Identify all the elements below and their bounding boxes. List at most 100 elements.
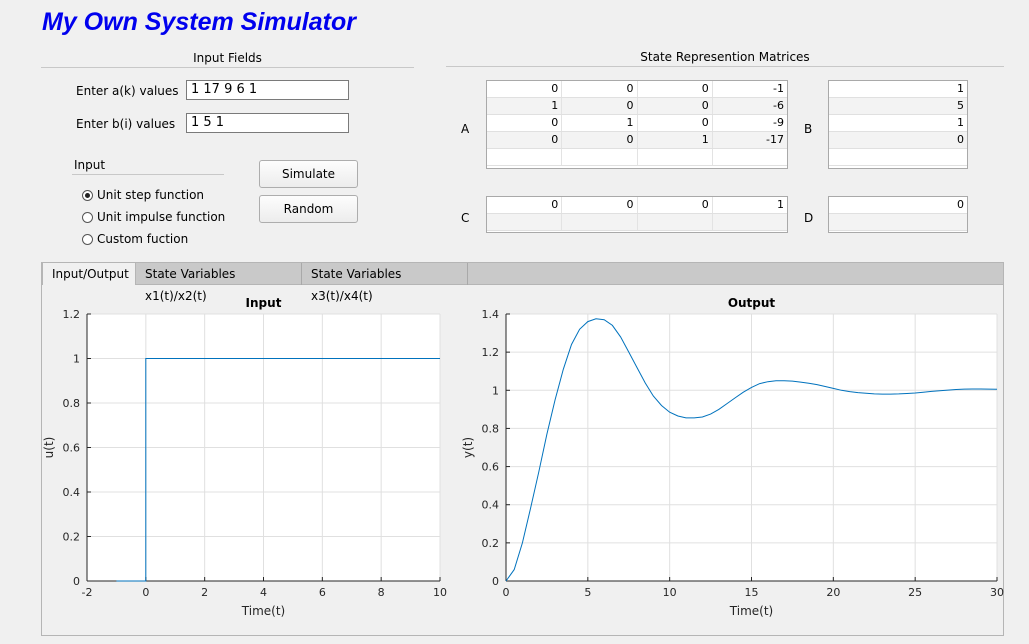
radio-unit-step[interactable]: Unit step function xyxy=(82,188,204,202)
matrix-cell[interactable]: 1 xyxy=(957,116,964,129)
series-line xyxy=(505,318,998,582)
y-tick-label: 0.6 xyxy=(63,442,81,455)
matrix-cell[interactable]: 0 xyxy=(638,197,713,213)
series-line xyxy=(116,358,440,582)
x-axis-label: Time(t) xyxy=(241,604,285,618)
b-values-label: Enter b(i) values xyxy=(76,117,176,131)
matrix-c-label: C xyxy=(461,211,470,225)
matrix-b-row: 5 xyxy=(829,98,967,115)
radio-custom-function[interactable]: Custom fuction xyxy=(82,232,188,246)
x-tick-label: 30 xyxy=(990,586,1004,599)
y-tick-label: 1.2 xyxy=(482,346,500,359)
radio-unit-impulse-label: Unit impulse function xyxy=(97,210,226,224)
y-axis-label: u(t) xyxy=(42,437,56,459)
matrix-a-row: 0 0 0 -1 xyxy=(487,81,787,98)
matrix-cell[interactable]: -1 xyxy=(773,82,784,95)
x-tick-label: 8 xyxy=(378,586,385,599)
matrix-cell[interactable]: 0 xyxy=(487,132,563,148)
matrix-b-row: 1 xyxy=(829,115,967,132)
y-tick-label: 1.4 xyxy=(482,308,500,321)
x-tick-label: 0 xyxy=(142,586,149,599)
tab-bar: Input/Output State Variables x1(t)/x2(t)… xyxy=(41,262,1004,303)
matrix-b-row: 1 xyxy=(829,81,967,98)
x-tick-label: 20 xyxy=(826,586,840,599)
x-axis-label: Time(t) xyxy=(729,604,773,618)
radio-unselected-icon xyxy=(82,211,93,223)
matrix-cell[interactable]: 0 xyxy=(562,98,638,114)
x-tick-label: 5 xyxy=(584,586,591,599)
input-fields-divider xyxy=(41,67,414,68)
matrices-divider xyxy=(446,66,1004,67)
random-button[interactable]: Random xyxy=(259,195,358,223)
matrix-cell[interactable] xyxy=(487,149,563,165)
tab-state-variables-x3-x4[interactable]: State Variables x3(t)/x4(t) xyxy=(302,263,468,303)
chart-title: Input xyxy=(246,296,282,310)
radio-custom-function-label: Custom fuction xyxy=(97,232,189,246)
tab-state-variables-x1-x2[interactable]: State Variables x1(t)/x2(t) xyxy=(136,263,302,303)
matrix-cell[interactable]: 5 xyxy=(957,99,964,112)
y-tick-label: 0 xyxy=(73,575,80,588)
matrix-cell[interactable]: 0 xyxy=(638,115,713,131)
matrix-a-row: 0 0 1 -17 xyxy=(487,132,787,149)
matrix-d-row: 0 xyxy=(829,197,967,214)
y-tick-label: 0.2 xyxy=(63,531,81,544)
matrix-cell[interactable]: 1 xyxy=(562,115,638,131)
matrix-cell[interactable]: 1 xyxy=(487,98,563,114)
input-group-title: Input xyxy=(74,158,106,172)
output-chart: 0 5 10 15 20 25 30 0 0.2 0.4 0.6 0.8 1 1.2 1.4 Output Ti… xyxy=(461,296,1004,618)
matrix-d-label: D xyxy=(804,211,814,225)
matrix-cell[interactable]: -17 xyxy=(766,133,784,146)
matrix-cell[interactable]: 0 xyxy=(487,81,563,97)
matrix-cell[interactable] xyxy=(562,149,638,165)
matrix-a-row xyxy=(487,149,787,166)
tab-input-output[interactable]: Input/Output xyxy=(42,262,136,285)
matrix-d-row xyxy=(829,214,967,231)
matrix-cell[interactable] xyxy=(638,149,713,165)
matrix-cell[interactable]: 0 xyxy=(638,98,713,114)
matrix-cell[interactable]: 0 xyxy=(487,197,563,213)
matrix-b-label: B xyxy=(804,122,813,136)
matrix-cell[interactable]: 1 xyxy=(777,198,784,211)
chart-title: Output xyxy=(728,296,776,310)
y-tick-label: 0.8 xyxy=(63,397,81,410)
y-tick-label: 1.2 xyxy=(63,308,81,321)
simulate-button[interactable]: Simulate xyxy=(259,160,358,188)
matrix-cell[interactable] xyxy=(638,214,713,230)
x-tick-label: 10 xyxy=(433,586,447,599)
matrix-cell[interactable]: 0 xyxy=(562,197,638,213)
matrix-cell[interactable]: 0 xyxy=(957,198,964,211)
matrix-cell[interactable]: 1 xyxy=(957,82,964,95)
matrix-cell[interactable]: 0 xyxy=(487,115,563,131)
matrix-cell[interactable]: 0 xyxy=(562,81,638,97)
matrix-cell[interactable]: -6 xyxy=(773,99,784,112)
matrix-cell[interactable] xyxy=(562,214,638,230)
matrix-cell[interactable]: 0 xyxy=(957,133,964,146)
y-tick-label: 0.8 xyxy=(482,422,500,435)
radio-unselected-icon xyxy=(82,233,93,245)
matrix-d-table[interactable]: 0 xyxy=(828,196,968,233)
matrix-c-row xyxy=(487,214,787,231)
matrix-cell[interactable]: -9 xyxy=(773,116,784,129)
y-tick-label: 0.6 xyxy=(482,461,500,474)
x-tick-label: -2 xyxy=(82,586,93,599)
radio-unit-impulse[interactable]: Unit impulse function xyxy=(82,210,225,224)
y-tick-label: 0.2 xyxy=(482,537,500,550)
a-values-input[interactable]: 1 17 9 6 1 xyxy=(186,80,349,100)
y-axis-label: y(t) xyxy=(461,437,475,458)
matrix-cell[interactable] xyxy=(487,214,563,230)
b-values-input[interactable]: 1 5 1 xyxy=(186,113,349,133)
x-tick-label: 6 xyxy=(319,586,326,599)
y-tick-label: 0.4 xyxy=(63,486,81,499)
matrix-a-table[interactable]: 0 0 0 -1 1 0 0 -6 0 1 0 -9 0 0 1 -17 xyxy=(486,80,788,169)
a-values-label: Enter a(k) values xyxy=(76,84,179,98)
matrix-cell[interactable]: 1 xyxy=(638,132,713,148)
matrix-cell[interactable]: 0 xyxy=(638,81,713,97)
y-tick-label: 1 xyxy=(73,353,80,366)
matrix-cell[interactable]: 0 xyxy=(562,132,638,148)
matrix-b-row: 0 xyxy=(829,132,967,149)
x-tick-label: 0 xyxy=(503,586,510,599)
